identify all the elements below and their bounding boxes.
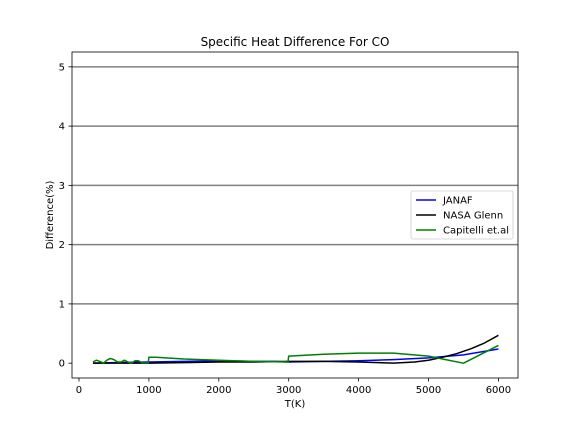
- y-tick-label: 2: [59, 240, 65, 251]
- series-layer: [92, 334, 499, 364]
- y-tick-label: 0: [59, 359, 65, 370]
- legend-label: NASA Glenn: [443, 211, 503, 222]
- x-tick-label: 6000: [486, 385, 511, 396]
- grid-layer: [72, 66, 518, 305]
- x-axis-label: T(K): [284, 399, 306, 410]
- series-line-nasa-glenn: [92, 334, 499, 364]
- x-tick-label: 0: [76, 385, 82, 396]
- x-tick-label: 4000: [346, 385, 371, 396]
- y-axis-label: Difference(%): [45, 180, 56, 249]
- plot-frame: [71, 51, 519, 379]
- legend-box: [410, 190, 514, 240]
- y-tick-label: 4: [59, 122, 65, 133]
- legend-label: Capitelli et.al: [443, 226, 509, 237]
- x-axis: 0 1000 2000 3000 4000 5000 6000: [76, 378, 511, 396]
- series-line-capitelli-et-al: [92, 344, 499, 364]
- x-tick-label: 3000: [276, 385, 301, 396]
- x-tick-label: 1000: [136, 385, 161, 396]
- y-tick-label: 5: [59, 62, 65, 73]
- legend-label: JANAF: [442, 196, 473, 207]
- y-tick-label: 1: [59, 299, 65, 310]
- chart-title: Specific Heat Difference For CO: [201, 35, 390, 49]
- x-tick-label: 2000: [206, 385, 231, 396]
- legend: JANAF NASA Glenn Capitelli et.al: [410, 190, 514, 240]
- y-tick-label: 3: [59, 181, 65, 192]
- x-tick-label: 5000: [416, 385, 441, 396]
- y-axis: 0 1 2 3 4 5: [59, 62, 72, 370]
